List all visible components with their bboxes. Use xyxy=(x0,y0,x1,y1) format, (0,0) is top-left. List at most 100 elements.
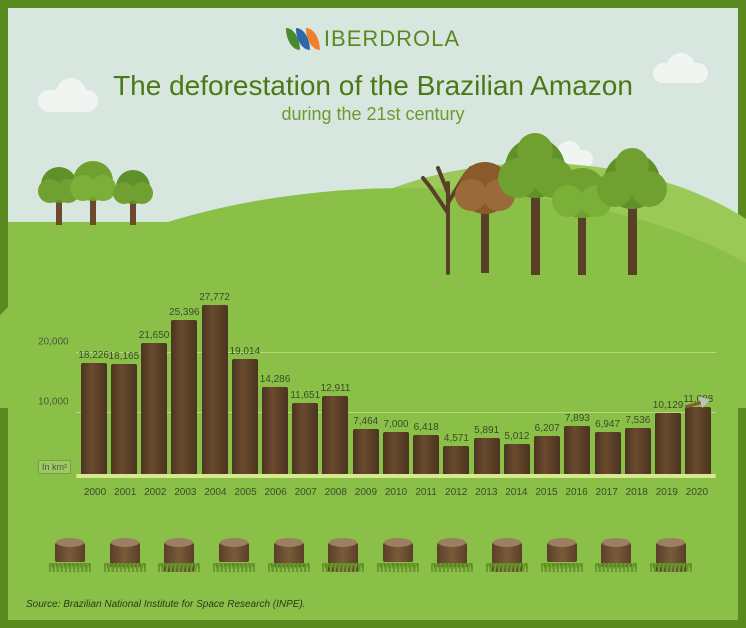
stump-icon xyxy=(162,542,196,570)
y-tick-label: 10,000 xyxy=(38,397,69,408)
stump-icon xyxy=(381,542,415,570)
infographic-frame: IBERDROLA The deforestation of the Brazi… xyxy=(0,0,746,628)
stump-icon xyxy=(599,542,633,570)
bar-2013: 5,891 xyxy=(473,438,500,474)
stump-icon xyxy=(272,542,306,570)
bar-2015: 6,207 xyxy=(534,436,561,474)
x-tick-label: 2016 xyxy=(562,487,592,498)
x-tick-label: 2011 xyxy=(411,487,441,498)
bar-value-label: 7,000 xyxy=(383,419,408,430)
bar: 25,396 xyxy=(171,320,197,474)
bar: 11,088 xyxy=(685,407,711,474)
bars-container: 18,22618,16521,65025,39627,77219,01414,2… xyxy=(80,304,712,474)
x-tick-label: 2014 xyxy=(501,487,531,498)
x-tick-label: 2007 xyxy=(291,487,321,498)
bar: 27,772 xyxy=(202,305,228,474)
y-axis-unit: In km² xyxy=(38,460,71,474)
bar-value-label: 6,947 xyxy=(595,419,620,430)
bar: 14,286 xyxy=(262,387,288,474)
bar-2004: 27,772 xyxy=(201,305,228,474)
stump-icon xyxy=(654,542,688,570)
tree-cluster-icon xyxy=(413,123,673,278)
bar-2016: 7,893 xyxy=(564,426,591,474)
x-tick-label: 2013 xyxy=(471,487,501,498)
stump-icon xyxy=(108,542,142,570)
bar-2011: 6,418 xyxy=(413,435,440,474)
bar-2018: 7,536 xyxy=(624,428,651,474)
stump-icon xyxy=(326,542,360,570)
bar-value-label: 25,396 xyxy=(169,307,200,318)
bar: 19,014 xyxy=(232,359,258,474)
x-tick-label: 2000 xyxy=(80,487,110,498)
bar-2008: 12,911 xyxy=(322,396,349,474)
bar-value-label: 18,165 xyxy=(109,351,140,362)
bar-value-label: 21,650 xyxy=(139,330,170,341)
stump-icon xyxy=(435,542,469,570)
x-tick-label: 2018 xyxy=(622,487,652,498)
bar: 5,012 xyxy=(504,444,530,474)
deforestation-bar-chart: 10,00020,000 In km² 18,22618,16521,65025… xyxy=(38,300,716,500)
bar-2003: 25,396 xyxy=(171,320,198,474)
bar: 12,911 xyxy=(322,396,348,474)
x-tick-label: 2010 xyxy=(381,487,411,498)
tree-cluster-icon xyxy=(38,143,168,228)
x-tick-label: 2019 xyxy=(652,487,682,498)
bar: 6,947 xyxy=(595,432,621,474)
brand-name: IBERDROLA xyxy=(324,26,460,52)
bar: 6,207 xyxy=(534,436,560,474)
bar-value-label: 5,891 xyxy=(474,425,499,436)
trees-right-decoration xyxy=(413,123,673,283)
bar-2005: 19,014 xyxy=(231,359,258,474)
x-tick-label: 2004 xyxy=(200,487,230,498)
stumps-decoration xyxy=(53,542,688,570)
bar: 21,650 xyxy=(141,343,167,474)
bar-2017: 6,947 xyxy=(594,432,621,474)
brand-logo: IBERDROLA xyxy=(286,26,460,52)
bar-2009: 7,464 xyxy=(352,429,379,474)
bar: 5,891 xyxy=(474,438,500,474)
title-block: The deforestation of the Brazilian Amazo… xyxy=(8,70,738,125)
trees-left-decoration xyxy=(38,143,168,233)
bar-value-label: 7,536 xyxy=(625,415,650,426)
x-tick-label: 2006 xyxy=(261,487,291,498)
x-tick-label: 2020 xyxy=(682,487,712,498)
bar: 18,226 xyxy=(81,363,107,474)
stump-icon xyxy=(217,542,251,570)
chart-title: The deforestation of the Brazilian Amazo… xyxy=(8,70,738,102)
bar-value-label: 7,464 xyxy=(353,416,378,427)
bar-value-label: 19,014 xyxy=(229,346,260,357)
bar: 6,418 xyxy=(413,435,439,474)
bar-value-label: 11,651 xyxy=(290,390,320,401)
x-tick-label: 2009 xyxy=(351,487,381,498)
bar-2010: 7,000 xyxy=(382,432,409,475)
bar-value-label: 10,129 xyxy=(653,400,684,411)
x-tick-label: 2017 xyxy=(592,487,622,498)
bar: 18,165 xyxy=(111,364,137,474)
bar-value-label: 14,286 xyxy=(260,374,291,385)
bar-2014: 5,012 xyxy=(503,444,530,474)
bar-2007: 11,651 xyxy=(292,403,319,474)
bar-2001: 18,165 xyxy=(110,364,137,474)
source-citation: Source: Brazilian National Institute for… xyxy=(26,599,306,610)
bar-value-label: 12,911 xyxy=(321,383,351,394)
bar: 4,571 xyxy=(443,446,469,474)
bar-value-label: 27,772 xyxy=(199,292,230,303)
bar-2020: 11,088 xyxy=(685,407,712,474)
bar: 7,464 xyxy=(353,429,379,474)
logo-leaves-icon xyxy=(286,28,316,50)
stump-icon xyxy=(545,542,579,570)
bar-value-label: 18,226 xyxy=(78,350,109,361)
bar: 7,893 xyxy=(564,426,590,474)
bar-value-label: 6,207 xyxy=(535,423,560,434)
bar-value-label: 6,418 xyxy=(414,422,439,433)
x-tick-label: 2012 xyxy=(441,487,471,498)
x-tick-label: 2001 xyxy=(110,487,140,498)
bar-2012: 4,571 xyxy=(443,446,470,474)
bar: 10,129 xyxy=(655,413,681,474)
bar-2000: 18,226 xyxy=(80,363,107,474)
bar-value-label: 5,012 xyxy=(504,431,529,442)
x-tick-label: 2003 xyxy=(170,487,200,498)
bar-value-label: 4,571 xyxy=(444,433,469,444)
x-tick-label: 2008 xyxy=(321,487,351,498)
chart-baseline xyxy=(76,474,716,478)
